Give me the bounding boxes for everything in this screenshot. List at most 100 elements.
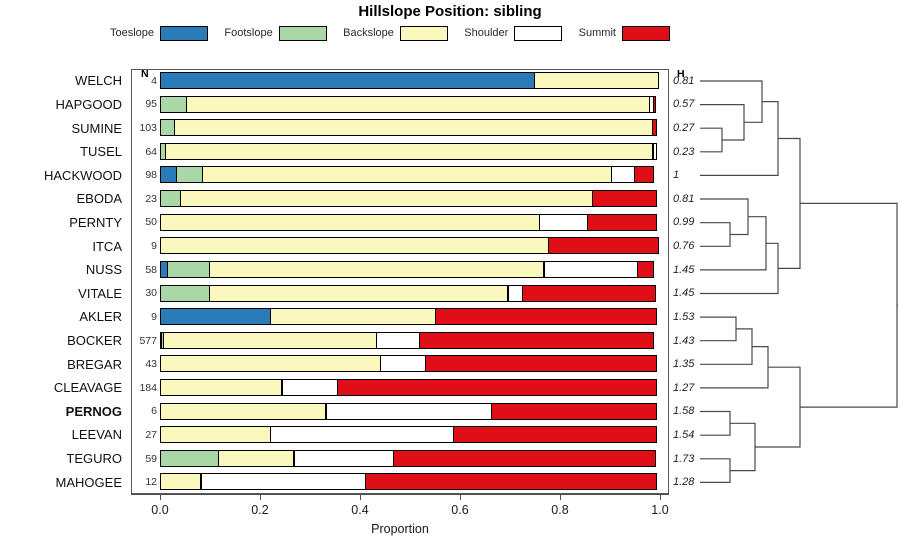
row-n-value: 9 bbox=[151, 310, 157, 323]
x-tick-label: 0.0 bbox=[151, 503, 169, 517]
row-n-value: 184 bbox=[139, 381, 157, 394]
row-n-value: 30 bbox=[145, 287, 157, 300]
row-h-value: 1.43 bbox=[673, 334, 695, 347]
row-h-value: 1.45 bbox=[673, 287, 695, 300]
row-h-value: 1.28 bbox=[673, 476, 695, 489]
row-n-value: 58 bbox=[145, 263, 157, 276]
category-label-nuss: NUSS bbox=[85, 262, 122, 278]
stacked-bar bbox=[160, 72, 660, 89]
bar-segment-backslope bbox=[180, 190, 594, 208]
bar-segment-shoulder bbox=[281, 378, 339, 396]
bar-segment-summit bbox=[453, 426, 658, 444]
legend-item-footslope[interactable]: Footslope bbox=[224, 25, 327, 41]
legend-swatch-backslope bbox=[399, 25, 448, 41]
bar-segment-summit bbox=[636, 260, 655, 278]
legend-swatch-summit bbox=[621, 25, 670, 41]
bar-segment-footslope bbox=[160, 449, 220, 467]
x-axis-line bbox=[131, 494, 669, 495]
stacked-bar bbox=[160, 331, 660, 349]
row-h-value: 0.27 bbox=[673, 122, 695, 135]
bar-segment-backslope bbox=[160, 473, 202, 491]
bar-row: 9 bbox=[131, 234, 669, 258]
bar-segment-backslope bbox=[173, 119, 654, 137]
n-column-header: N bbox=[141, 68, 149, 80]
bar-row: 184 bbox=[131, 376, 669, 400]
h-column-header: H bbox=[677, 68, 685, 80]
stacked-bar bbox=[160, 260, 660, 278]
row-h-value: 1 bbox=[673, 169, 680, 182]
legend-swatch-shoulder bbox=[514, 25, 563, 41]
row-n-value: 4 bbox=[151, 74, 157, 87]
bar-segment-shoulder bbox=[652, 142, 658, 160]
bar-segment-footslope bbox=[160, 284, 210, 302]
legend-item-toeslope[interactable]: Toeslope bbox=[110, 25, 209, 41]
row-n-value: 577 bbox=[139, 334, 157, 347]
bar-segment-summit bbox=[490, 402, 658, 420]
bar-segment-summit bbox=[419, 331, 655, 349]
x-axis-title: Proportion bbox=[371, 522, 429, 536]
bar-row: 50 bbox=[131, 211, 669, 235]
bar-segment-summit bbox=[547, 237, 659, 255]
bar-segment-backslope bbox=[208, 284, 509, 302]
bar-segment-summit bbox=[434, 308, 658, 326]
category-label-tusel: TUSEL bbox=[80, 144, 122, 160]
row-n-value: 64 bbox=[145, 145, 157, 158]
row-h-value: 1.27 bbox=[673, 381, 695, 394]
category-axis-labels: WELCH HAPGOOD SUMINE TUSEL HACKWOOD EBODA PERN… bbox=[0, 69, 128, 494]
row-n-value: 103 bbox=[139, 122, 157, 135]
stacked-bar bbox=[160, 166, 660, 184]
legend-item-backslope[interactable]: Backslope bbox=[343, 25, 448, 41]
bar-row: 4 bbox=[131, 69, 669, 93]
bar-segment-toeslope bbox=[160, 72, 535, 89]
bar-segment-summit bbox=[337, 378, 658, 396]
stacked-bar bbox=[160, 308, 660, 326]
dendrogram bbox=[700, 69, 898, 494]
legend-label: Backslope bbox=[343, 27, 394, 39]
bar-segment-shoulder bbox=[200, 473, 367, 491]
bar-row: 98 bbox=[131, 163, 669, 187]
bar-row: 23 bbox=[131, 187, 669, 211]
stacked-bar bbox=[160, 426, 660, 444]
bar-segment-summit bbox=[522, 284, 656, 302]
bar-segment-shoulder bbox=[507, 284, 524, 302]
stacked-bar bbox=[160, 95, 660, 113]
row-h-value: 0.99 bbox=[673, 216, 695, 229]
row-n-value: 12 bbox=[145, 476, 157, 489]
row-h-value: 1.35 bbox=[673, 358, 695, 371]
row-n-value: 98 bbox=[145, 169, 157, 182]
bar-segment-backslope bbox=[160, 426, 271, 444]
category-label-mahogee: MAHOGEE bbox=[55, 474, 122, 490]
bar-row: 9 bbox=[131, 305, 669, 329]
legend: Toeslope Footslope Backslope Shoulder Summit bbox=[110, 24, 670, 42]
bar-segment-shoulder bbox=[269, 426, 455, 444]
legend-label: Toeslope bbox=[110, 27, 155, 39]
legend-item-shoulder[interactable]: Shoulder bbox=[464, 25, 563, 41]
bar-segment-backslope bbox=[164, 142, 654, 160]
bar-segment-summit bbox=[587, 213, 658, 231]
bar-segment-backslope bbox=[208, 260, 545, 278]
bar-segment-backslope bbox=[163, 331, 378, 349]
stacked-bar bbox=[160, 190, 660, 208]
bar-segment-shoulder bbox=[375, 331, 421, 349]
stacked-bar bbox=[160, 142, 660, 160]
row-h-value: 1.58 bbox=[673, 405, 695, 418]
row-n-value: 59 bbox=[145, 452, 157, 465]
bar-row: 27 bbox=[131, 423, 669, 447]
bar-segment-backslope bbox=[218, 449, 295, 467]
row-h-value: 0.57 bbox=[673, 98, 695, 111]
bar-segment-toeslope bbox=[160, 308, 271, 326]
x-axis: 0.0 0.2 0.4 0.6 0.8 1.0 bbox=[131, 494, 669, 534]
bar-segment-backslope bbox=[160, 402, 327, 420]
bar-segment-shoulder bbox=[325, 402, 493, 420]
bar-segment-backslope bbox=[160, 237, 549, 255]
bar-segment-shoulder bbox=[379, 355, 427, 373]
legend-swatch-toeslope bbox=[160, 25, 209, 41]
row-n-value: 43 bbox=[145, 358, 157, 371]
bar-segment-shoulder bbox=[293, 449, 395, 467]
plot-panel bbox=[131, 69, 669, 494]
row-n-value: 6 bbox=[151, 405, 157, 418]
legend-item-summit[interactable]: Summit bbox=[579, 25, 670, 41]
stacked-bar bbox=[160, 284, 660, 302]
row-n-value: 27 bbox=[145, 428, 157, 441]
